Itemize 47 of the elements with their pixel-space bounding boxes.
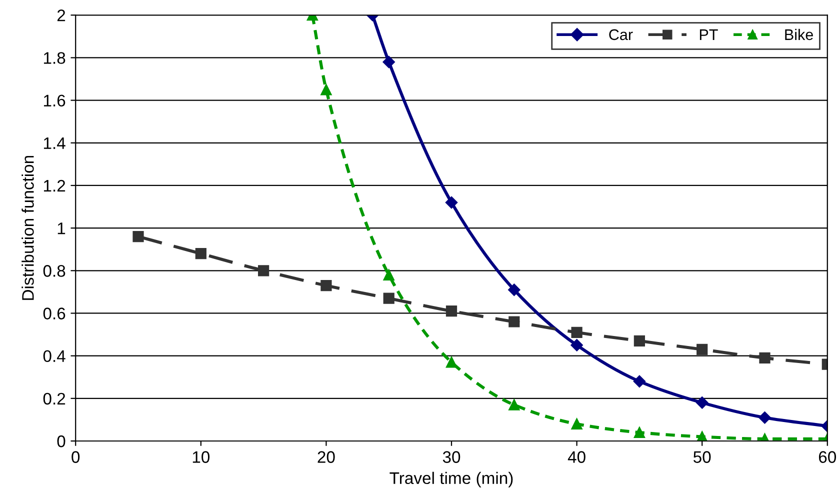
point: [195, 248, 206, 260]
point: [571, 326, 582, 338]
x-tick-label: 50: [694, 451, 711, 463]
y-tick-label: 1: [58, 222, 66, 234]
x-tick-label: 10: [192, 451, 210, 463]
point: [696, 344, 708, 355]
point: [570, 339, 583, 352]
point: [383, 269, 394, 280]
point: [383, 292, 394, 304]
y-tick-label: 1.2: [44, 180, 66, 192]
x-tick-label: 0: [72, 451, 80, 463]
legend-label: PT: [700, 29, 718, 40]
point: [634, 335, 646, 346]
point: [634, 426, 646, 438]
point: [382, 56, 395, 68]
x-tick-label: 60: [818, 451, 836, 463]
x-tick-label: 40: [568, 451, 586, 463]
x-tick-label: 20: [318, 451, 335, 463]
y-tick-label: 0.2: [43, 392, 66, 405]
point: [320, 280, 332, 292]
y-tick-label: 0.8: [43, 265, 66, 277]
point: [508, 399, 520, 410]
point: [320, 84, 332, 96]
y-tick-label: 2: [57, 10, 66, 22]
point: [571, 418, 582, 430]
point: [633, 375, 646, 388]
legend-label: Bike: [785, 28, 813, 40]
point: [508, 316, 520, 328]
legend-label: Car: [609, 29, 633, 40]
point: [446, 356, 458, 368]
y-tick-label: 0.6: [43, 308, 66, 320]
y-tick-label: 0: [57, 435, 66, 448]
point: [696, 396, 708, 409]
x-axis-title: Travel time (min): [390, 472, 513, 488]
point: [258, 265, 270, 276]
point: [446, 306, 458, 317]
x-tick-label: 30: [442, 451, 460, 463]
y-axis-title: Distribution function: [22, 156, 34, 300]
y-tick-label: 1.8: [44, 52, 66, 64]
point: [759, 352, 770, 364]
point: [758, 411, 771, 424]
point: [445, 196, 458, 209]
point: [508, 284, 520, 296]
point: [132, 231, 144, 242]
y-tick-label: 1.6: [44, 94, 66, 106]
y-tick-label: 0.4: [43, 350, 66, 362]
y-tick-label: 1.4: [44, 137, 66, 149]
